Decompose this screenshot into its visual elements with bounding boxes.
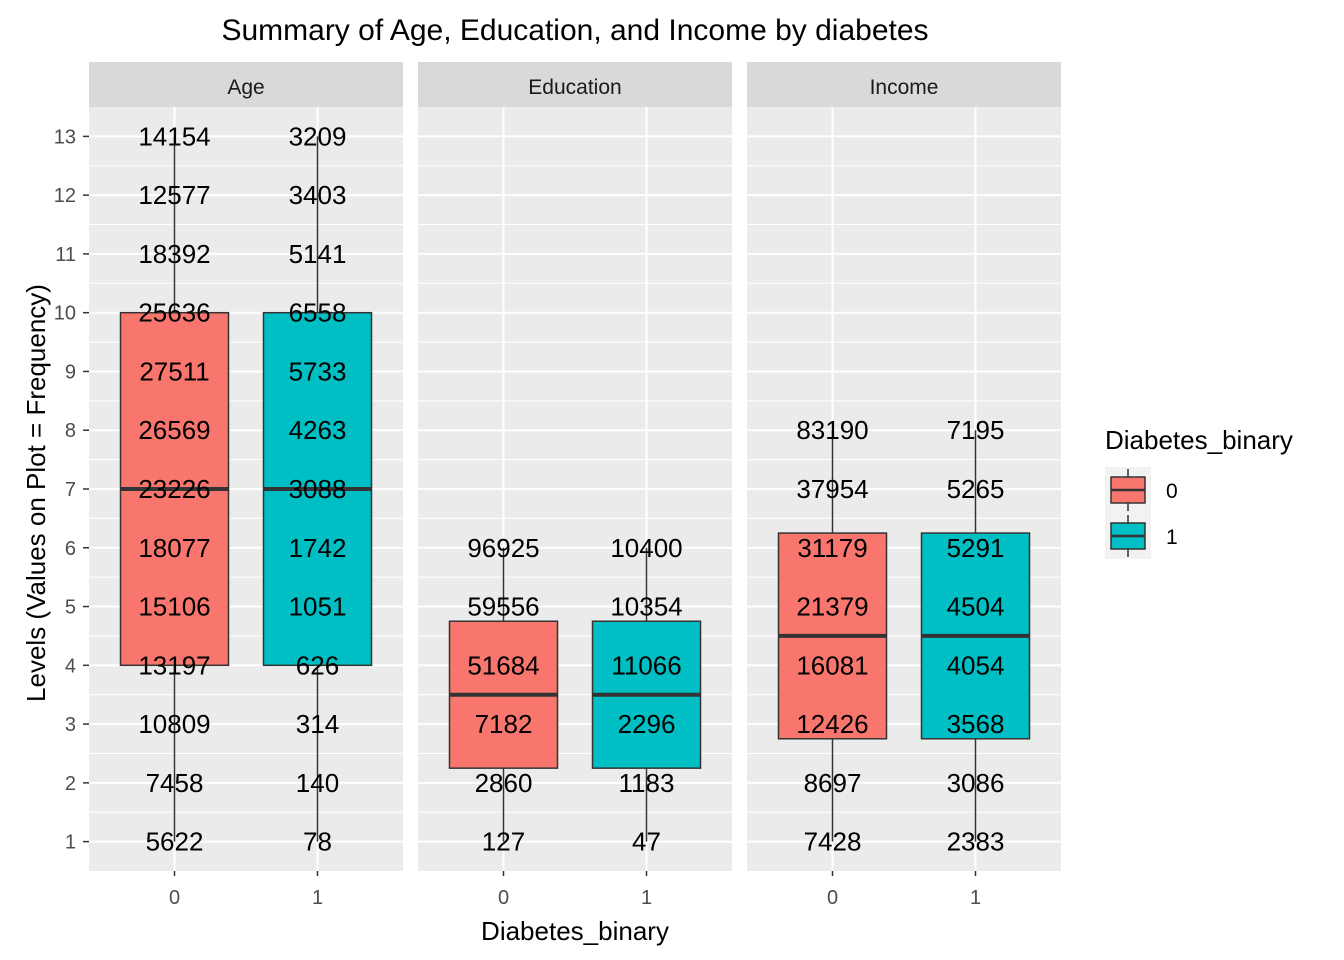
x-tick-label: 1 bbox=[970, 887, 981, 909]
frequency-label: 5265 bbox=[947, 474, 1005, 504]
frequency-label: 37954 bbox=[796, 474, 868, 504]
facet-panels: Age5622745810809131971510618077232262656… bbox=[54, 62, 1061, 909]
facet-panel-income: Income 7428 8697 12426 16081 21379 31179 37954 8… bbox=[747, 62, 1061, 909]
frequency-label: 2860 bbox=[475, 768, 533, 798]
frequency-label: 7182 bbox=[475, 709, 533, 739]
y-tick-label: 6 bbox=[65, 538, 76, 560]
y-tick-label: 10 bbox=[54, 303, 76, 325]
frequency-label: 7428 bbox=[804, 827, 862, 857]
facet-strip bbox=[89, 62, 403, 107]
frequency-label: 2383 bbox=[947, 827, 1005, 857]
facet-panel-age: Age 5622 7458 10809 13197 15106 18077 23226 2656… bbox=[89, 62, 403, 909]
frequency-label: 47 bbox=[632, 827, 661, 857]
frequency-label: 3568 bbox=[947, 709, 1005, 739]
legend-label: 1 bbox=[1166, 526, 1178, 549]
frequency-label: 626 bbox=[296, 650, 339, 680]
frequency-label: 7458 bbox=[146, 768, 204, 798]
frequency-label: 5733 bbox=[289, 356, 347, 386]
frequency-label: 3086 bbox=[947, 768, 1005, 798]
frequency-label: 5141 bbox=[289, 239, 347, 269]
y-axis-title: Levels (Values on Plot = Frequency) bbox=[21, 284, 51, 702]
frequency-label: 51684 bbox=[467, 650, 539, 680]
frequency-label: 31179 bbox=[797, 533, 867, 563]
frequency-label: 4504 bbox=[947, 592, 1005, 622]
frequency-label: 11066 bbox=[611, 650, 681, 680]
x-tick-label: 1 bbox=[641, 887, 652, 909]
frequency-label: 23226 bbox=[138, 474, 210, 504]
y-tick-label: 7 bbox=[65, 479, 76, 501]
frequency-label: 12426 bbox=[796, 709, 868, 739]
frequency-label: 3403 bbox=[289, 180, 347, 210]
frequency-label: 10809 bbox=[138, 709, 210, 739]
frequency-label: 18392 bbox=[138, 239, 210, 269]
frequency-label: 5622 bbox=[146, 827, 204, 857]
frequency-label: 78 bbox=[303, 827, 332, 857]
y-tick-label: 4 bbox=[65, 655, 76, 677]
frequency-label: 16081 bbox=[796, 650, 868, 680]
x-tick-label: 0 bbox=[498, 887, 509, 909]
y-tick-label: 13 bbox=[54, 126, 76, 148]
y-tick-label: 5 bbox=[65, 597, 76, 619]
frequency-label: 27511 bbox=[139, 356, 209, 386]
frequency-label: 10354 bbox=[610, 592, 682, 622]
frequency-label: 140 bbox=[296, 768, 339, 798]
facet-strip-label: Age bbox=[227, 76, 264, 99]
frequency-label: 4054 bbox=[947, 650, 1005, 680]
frequency-label: 21379 bbox=[796, 592, 868, 622]
facet-strip-label: Education bbox=[528, 76, 621, 99]
frequency-label: 12577 bbox=[138, 180, 210, 210]
frequency-label: 7195 bbox=[947, 415, 1005, 445]
legend-title: Diabetes_binary bbox=[1105, 425, 1293, 455]
y-tick-label: 11 bbox=[55, 244, 76, 266]
y-tick-label: 1 bbox=[65, 832, 76, 854]
y-tick-label: 3 bbox=[65, 714, 76, 736]
frequency-label: 3209 bbox=[289, 121, 347, 151]
frequency-label: 14154 bbox=[138, 121, 210, 151]
frequency-label: 3088 bbox=[289, 474, 347, 504]
frequency-label: 2296 bbox=[618, 709, 676, 739]
facet-strip bbox=[418, 62, 732, 107]
frequency-label: 1051 bbox=[289, 592, 347, 622]
frequency-label: 10400 bbox=[610, 533, 682, 563]
x-axis-title: Diabetes_binary bbox=[481, 916, 669, 946]
facet-strip-label: Income bbox=[870, 76, 939, 99]
legend: Diabetes_binary 0 1 bbox=[1105, 425, 1293, 559]
frequency-label: 5291 bbox=[947, 533, 1005, 563]
frequency-label: 83190 bbox=[796, 415, 868, 445]
x-tick-label: 1 bbox=[312, 887, 323, 909]
frequency-label: 25636 bbox=[138, 298, 210, 328]
frequency-label: 8697 bbox=[804, 768, 862, 798]
frequency-label: 6558 bbox=[289, 298, 347, 328]
x-tick-label: 0 bbox=[169, 887, 180, 909]
y-tick-label: 8 bbox=[65, 420, 76, 442]
frequency-label: 13197 bbox=[138, 650, 210, 680]
frequency-label: 59556 bbox=[467, 592, 539, 622]
frequency-label: 4263 bbox=[289, 415, 347, 445]
frequency-label: 96925 bbox=[467, 533, 539, 563]
y-tick-label: 9 bbox=[65, 361, 76, 383]
y-tick-label: 2 bbox=[65, 773, 76, 795]
facet-strip bbox=[747, 62, 1061, 107]
frequency-label: 15106 bbox=[138, 592, 210, 622]
frequency-label: 1742 bbox=[289, 533, 347, 563]
chart-title: Summary of Age, Education, and Income by… bbox=[221, 14, 928, 47]
legend-label: 0 bbox=[1166, 480, 1178, 503]
frequency-label: 127 bbox=[482, 827, 525, 857]
facet-panel-education: Education 127 2860 7182 51684 59556 96925 47 118… bbox=[418, 62, 732, 909]
frequency-label: 26569 bbox=[138, 415, 210, 445]
frequency-label: 18077 bbox=[138, 533, 210, 563]
frequency-label: 314 bbox=[296, 709, 339, 739]
frequency-label: 1183 bbox=[619, 768, 675, 798]
y-tick-label: 12 bbox=[54, 185, 76, 207]
x-tick-label: 0 bbox=[827, 887, 838, 909]
